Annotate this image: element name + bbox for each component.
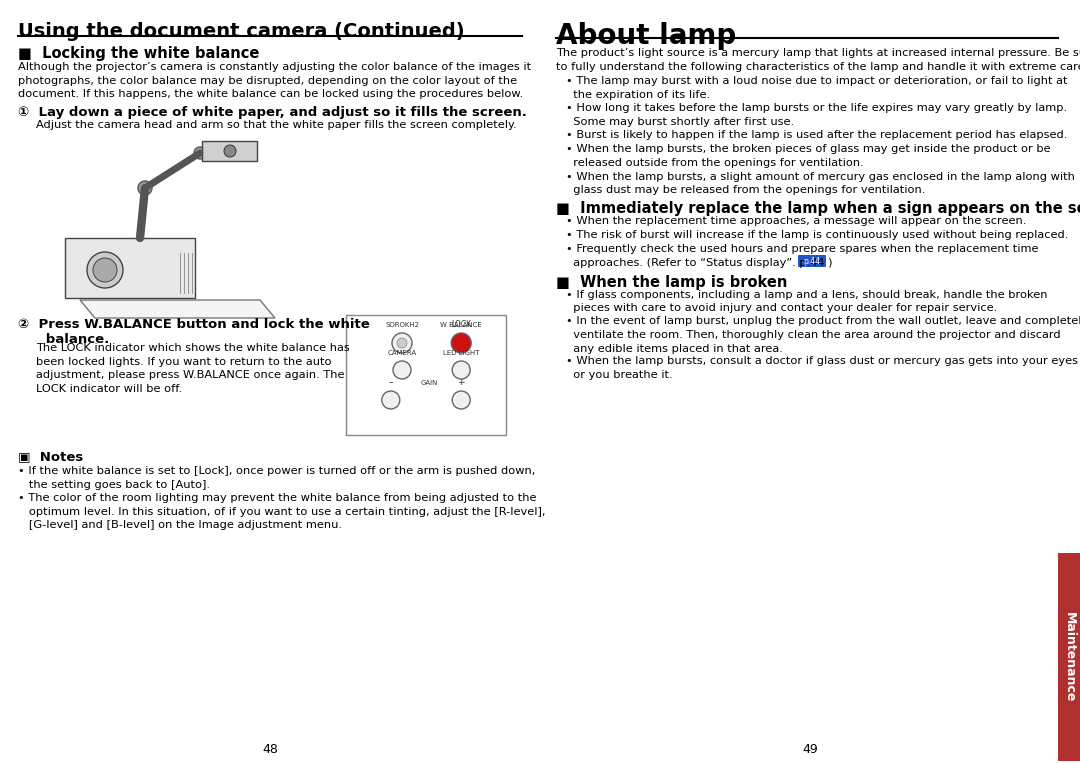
Text: • When the lamp bursts, a slight amount of mercury gas enclosed in the lamp alon: • When the lamp bursts, a slight amount … [566,172,1075,195]
Text: W BALANCE: W BALANCE [441,322,482,328]
Text: Maintenance: Maintenance [1063,612,1076,702]
Text: • If glass components, including a lamp and a lens, should break, handle the bro: • If glass components, including a lamp … [566,289,1048,313]
Text: The product’s light source is a mercury lamp that lights at increased internal p: The product’s light source is a mercury … [556,48,1080,72]
Text: ■  When the lamp is broken: ■ When the lamp is broken [556,275,787,289]
Text: ②  Press W.BALANCE button and lock the white
      balance.: ② Press W.BALANCE button and lock the wh… [18,318,369,346]
Text: • How long it takes before the lamp bursts or the life expires may vary greatly : • How long it takes before the lamp burs… [566,103,1067,127]
Circle shape [397,338,407,348]
Text: 49: 49 [802,743,818,756]
FancyBboxPatch shape [202,141,257,161]
Circle shape [453,391,470,409]
FancyBboxPatch shape [65,238,195,298]
Text: • In the event of lamp burst, unplug the product from the wall outlet, leave and: • In the event of lamp burst, unplug the… [566,317,1080,354]
Text: –: – [389,378,393,387]
Text: LED LIGHT: LED LIGHT [443,350,480,356]
Text: • When the lamp bursts, the broken pieces of glass may get inside the product or: • When the lamp bursts, the broken piece… [566,144,1051,168]
Circle shape [138,181,152,195]
Text: • The risk of burst will increase if the lamp is continuously used without being: • The risk of burst will increase if the… [566,230,1068,240]
Text: SOROKH2: SOROKH2 [384,322,419,328]
Text: • Frequently check the used hours and prepare spares when the replacement time
 : • Frequently check the used hours and pr… [566,244,1039,268]
Circle shape [87,252,123,288]
Text: GAIN: GAIN [420,380,437,386]
Text: • When the lamp bursts, consult a doctor if glass dust or mercury gas gets into : • When the lamp bursts, consult a doctor… [566,356,1078,380]
Text: • If the white balance is set to [Lock], once power is turned off or the arm is : • If the white balance is set to [Lock],… [18,466,545,530]
Text: Adjust the camera head and arm so that the white paper fills the screen complete: Adjust the camera head and arm so that t… [36,120,516,130]
Text: • When the replacement time approaches, a message will appear on the screen.: • When the replacement time approaches, … [566,215,1026,226]
Text: LOCK: LOCK [451,320,471,329]
Circle shape [194,147,206,159]
Circle shape [224,145,237,157]
Text: About lamp: About lamp [556,22,737,50]
Text: • The lamp may burst with a loud noise due to impact or deterioration, or fail t: • The lamp may burst with a loud noise d… [566,76,1067,100]
Text: ■  Locking the white balance: ■ Locking the white balance [18,46,259,61]
Polygon shape [80,300,275,318]
Text: The LOCK indicator which shows the white balance has
been locked lights. If you : The LOCK indicator which shows the white… [36,343,350,394]
Text: ■  Immediately replace the lamp when a sign appears on the screen.: ■ Immediately replace the lamp when a si… [556,201,1080,215]
Circle shape [93,258,117,282]
Circle shape [392,333,411,353]
Text: ①  Lay down a piece of white paper, and adjust so it fills the screen.: ① Lay down a piece of white paper, and a… [18,106,527,119]
Text: Although the projector’s camera is constantly adjusting the color balance of the: Although the projector’s camera is const… [18,62,531,99]
Bar [1058,553,1080,761]
Circle shape [382,391,400,409]
Circle shape [393,361,411,379]
FancyBboxPatch shape [798,255,826,267]
Text: ▣  Notes: ▣ Notes [18,450,83,463]
Text: • Burst is likely to happen if the lamp is used after the replacement period has: • Burst is likely to happen if the lamp … [566,130,1067,140]
Bar [346,315,507,435]
Circle shape [451,333,471,353]
Text: 48: 48 [262,743,278,756]
Text: Using the document camera (Continued): Using the document camera (Continued) [18,22,464,41]
Text: p.44: p.44 [804,256,821,266]
Circle shape [453,361,470,379]
Text: +: + [458,378,465,387]
Text: CAMERA: CAMERA [388,350,417,356]
